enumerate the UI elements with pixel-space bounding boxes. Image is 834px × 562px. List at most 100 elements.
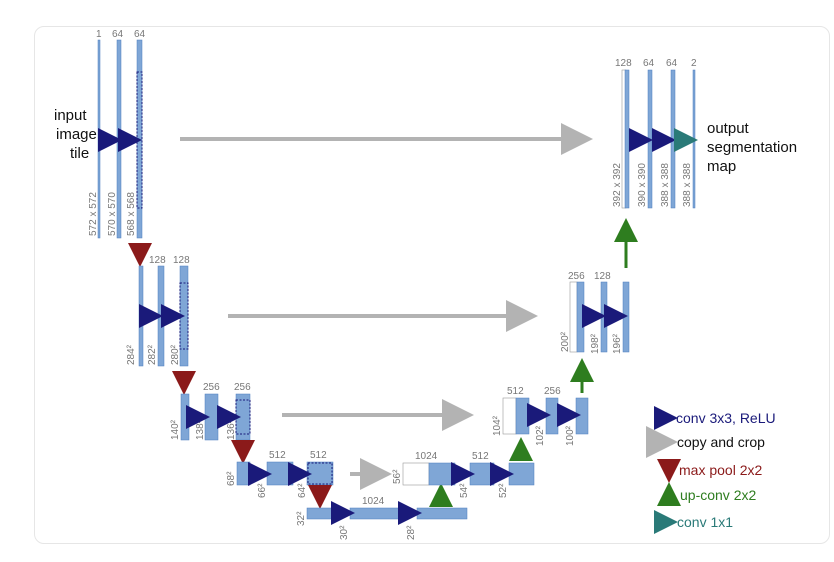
channels-u1-3: 2 — [691, 58, 697, 69]
level2-encoder: 128 128 284² 282² 280² — [126, 255, 538, 395]
channels-l1-0: 1 — [96, 29, 102, 40]
dim-u2-0: 200² — [560, 331, 571, 352]
block-bottom-conv2 — [416, 507, 468, 520]
dim-l4-0: 68² — [226, 471, 237, 486]
level2-decoder: 256 128 200² 198² 196² — [560, 218, 638, 354]
dim-l1-1: 570 x 570 — [107, 192, 118, 236]
channels-u2-0: 256 — [568, 271, 585, 282]
block-u3-conv2 — [575, 397, 589, 435]
block-u1-up — [624, 69, 630, 209]
block-u3-copy — [502, 397, 517, 435]
block-u3-conv1 — [545, 397, 559, 435]
legend-text-pool: max pool 2x2 — [679, 462, 762, 478]
channels-u2-1: 128 — [594, 271, 611, 282]
block-l4-pool — [236, 461, 251, 486]
dim-u2-2: 196² — [612, 333, 623, 354]
level4-encoder: 512 512 68² 66² 64² — [226, 450, 392, 509]
bottleneck: 1024 32² 30² 28² — [296, 483, 468, 540]
block-u4-conv1 — [469, 462, 495, 486]
crop-l4 — [307, 462, 333, 485]
channels-bottom: 1024 — [362, 496, 385, 507]
block-u2-up — [576, 281, 585, 353]
block-l2-conv2 — [179, 265, 189, 367]
legend-text-conv: conv 3x3, ReLU — [676, 410, 776, 426]
block-l2-conv1 — [157, 265, 165, 367]
dim-u2-1: 198² — [590, 333, 601, 354]
dim-bottom-2: 28² — [406, 525, 417, 540]
dim-u4-1: 54² — [459, 483, 470, 498]
channels-u3-1: 256 — [544, 386, 561, 397]
channels-u1-1: 64 — [643, 58, 655, 69]
dim-l2-1: 282² — [147, 344, 158, 365]
level4-decoder: 1024 512 56² 54² 52² — [392, 437, 535, 498]
dim-l2-0: 284² — [126, 344, 137, 365]
channels-l4-0: 512 — [269, 450, 286, 461]
legend-item-conv: conv 3x3, ReLU — [654, 406, 776, 430]
level3-encoder: 256 256 140² 138² 136² — [170, 382, 474, 464]
legend-item-upconv: up-conv 2x2 — [657, 482, 756, 506]
dim-l3-1: 138² — [195, 419, 206, 440]
block-u1-conv2 — [670, 69, 676, 209]
dim-u3-0: 104² — [492, 415, 503, 436]
input-label: input image tile — [54, 107, 97, 162]
channels-l1-1: 64 — [112, 29, 124, 40]
channels-l3-0: 256 — [203, 382, 220, 393]
channels-u1-0: 128 — [615, 58, 632, 69]
block-l3-pool — [180, 393, 190, 441]
channels-l2-0: 128 — [149, 255, 166, 266]
dim-u1-1: 390 x 390 — [637, 163, 648, 207]
channels-l3-1: 256 — [234, 382, 251, 393]
block-u2-conv2 — [622, 281, 630, 353]
legend-text-conv1x1: conv 1x1 — [677, 514, 733, 530]
block-bottom-pool — [306, 507, 333, 520]
output-label-line3: map — [707, 158, 736, 175]
channels-u4-0: 1024 — [415, 451, 438, 462]
dim-l4-1: 66² — [257, 483, 268, 498]
input-label-line2: image — [56, 126, 97, 143]
output-label-line2: segmentation — [707, 139, 797, 156]
level1-encoder: 1 64 64 572 x 572 570 x 570 568 x 568 — [88, 29, 593, 267]
block-l3-conv1 — [204, 393, 219, 441]
level1-decoder: 128 64 64 2 392 x 392 390 x 390 388 x 38… — [612, 58, 698, 209]
dim-u1-0: 392 x 392 — [612, 163, 623, 207]
block-l2-pool — [138, 265, 144, 367]
dim-l3-2: 136² — [226, 419, 237, 440]
dim-u3-2: 100² — [565, 425, 576, 446]
crop-l2 — [179, 282, 189, 350]
dim-u3-1: 102² — [535, 425, 546, 446]
dim-u4-0: 56² — [392, 469, 403, 484]
dim-u4-2: 52² — [498, 483, 509, 498]
block-l3-conv2 — [235, 393, 251, 441]
channels-u4-1: 512 — [472, 451, 489, 462]
legend-item-copy: copy and crop — [646, 426, 765, 458]
block-u4-copy — [402, 462, 430, 486]
channels-l1-2: 64 — [134, 29, 146, 40]
legend-item-pool: max pool 2x2 — [657, 459, 762, 483]
channels-l2-1: 128 — [173, 255, 190, 266]
legend-text-copy: copy and crop — [677, 434, 765, 450]
dim-l2-2: 280² — [170, 344, 181, 365]
dim-u1-2: 388 x 388 — [660, 163, 671, 207]
diagram-frame — [34, 26, 830, 544]
block-u4-up — [428, 462, 456, 486]
block-u3-up — [515, 397, 530, 435]
dim-l1-2: 568 x 568 — [126, 192, 137, 236]
block-l4-conv2 — [306, 461, 334, 486]
dim-l4-2: 64² — [297, 483, 308, 498]
legend-item-conv1x1: conv 1x1 — [654, 510, 733, 534]
block-bottom-conv1 — [349, 507, 401, 520]
block-u2-copy — [569, 281, 578, 353]
output-label: output segmentation map — [707, 120, 797, 175]
block-u2-conv1 — [600, 281, 608, 353]
dim-bottom-1: 30² — [339, 525, 350, 540]
channels-u1-2: 64 — [666, 58, 678, 69]
block-l4-conv1 — [266, 461, 294, 486]
legend-text-upconv: up-conv 2x2 — [680, 487, 756, 503]
input-label-line1: input — [54, 107, 87, 124]
input-label-line3: tile — [70, 145, 89, 162]
block-u1-output — [692, 69, 696, 209]
dim-l1-0: 572 x 572 — [88, 192, 99, 236]
output-label-line1: output — [707, 120, 750, 137]
